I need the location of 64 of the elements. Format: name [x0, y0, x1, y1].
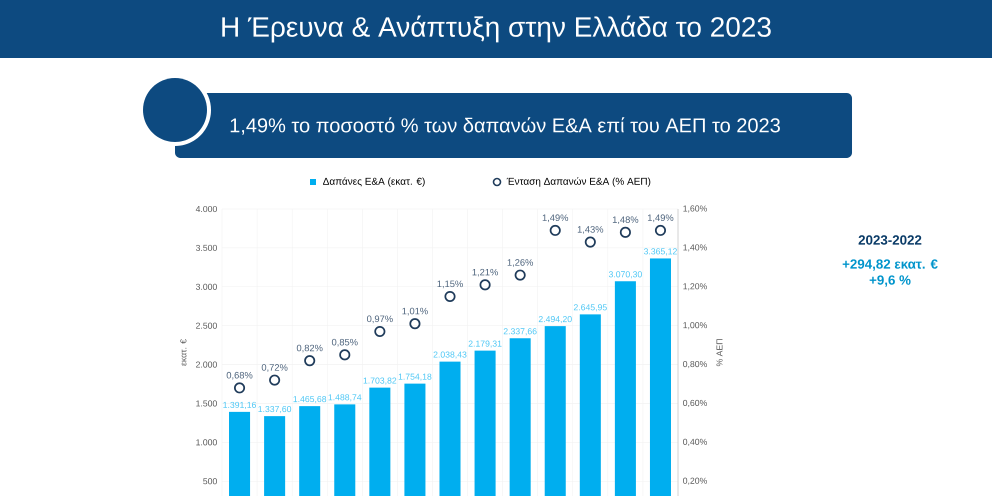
data-label: 0,97% [366, 316, 393, 324]
point [620, 226, 631, 238]
data-label: 0,82% [296, 344, 323, 352]
y-tick-label: 4.000 [196, 206, 217, 212]
y-tick-label: 3.000 [196, 284, 217, 290]
point [269, 374, 280, 386]
point [584, 236, 596, 248]
data-label: 1,48% [612, 216, 638, 224]
data-label: 2.179,31 [468, 340, 502, 348]
data-label: 0,85% [332, 338, 358, 347]
y2-axis-title: % ΑΕΠ [716, 339, 723, 366]
data-label: 1.703,82 [364, 378, 396, 385]
data-label: 1.465,68 [294, 396, 326, 404]
data-label: 1,43% [578, 226, 604, 234]
chart-title: Η Έρευνα & Ανάπτυξη στην Ελλάδα το 2023 [222, 16, 771, 42]
point [654, 224, 666, 236]
data-label: 2.038,43 [434, 351, 466, 359]
data-label: 1.337,60 [258, 406, 292, 414]
text: 2023-2022 [858, 235, 922, 245]
point [514, 270, 526, 281]
point [550, 224, 561, 236]
y-tick-label: 1.000 [196, 439, 217, 446]
chart-subtitle: 1,49% το ποσοστό % των δαπανών Ε&Α επί του ΑΕΠ το 2023 [230, 117, 780, 135]
data-label: 1.754,18 [398, 374, 432, 381]
data-label: 1,01% [402, 308, 428, 316]
y-tick-label: 2.000 [196, 361, 217, 368]
point [444, 290, 456, 302]
y-axis-title: εκατ. € [180, 339, 186, 366]
y-tick-label: 500 [203, 478, 217, 484]
data-label: 1,15% [437, 280, 463, 288]
point [374, 326, 386, 338]
y2-tick-label: 0,80% [683, 360, 707, 368]
data-label: 1,49% [542, 214, 568, 222]
data-label: 0,68% [226, 372, 252, 380]
point [234, 382, 246, 394]
text: +294,82 εκατ. € [842, 259, 938, 271]
text: +9,6 % [870, 275, 911, 287]
data-label: 3.365,12 [644, 248, 677, 256]
data-label: 1.488,74 [328, 394, 362, 402]
point [409, 318, 420, 330]
data-label: 1,21% [472, 268, 498, 277]
legend-label: Δαπάνες Ε&Α (εκατ. €) [323, 177, 425, 187]
y2-tick-label: 1,00% [683, 322, 707, 330]
y2-tick-label: 1,60% [683, 205, 707, 213]
y-tick-label: 3.500 [196, 244, 217, 251]
point [480, 279, 491, 290]
point [304, 355, 316, 366]
y2-tick-label: 0,40% [683, 438, 707, 446]
data-label: 0,72% [262, 364, 288, 372]
data-label: 1,49% [648, 214, 674, 222]
data-label: 1,26% [508, 259, 534, 267]
y2-tick-label: 0,20% [683, 478, 707, 485]
y2-tick-label: 1,40% [683, 244, 707, 252]
y2-tick-label: 1,20% [683, 283, 707, 290]
data-label: 2.337,66 [504, 328, 537, 336]
legend-label: Ένταση Δαπανών Ε&Α (% ΑΕΠ) [506, 177, 650, 187]
data-label: 2.494,20 [538, 316, 572, 324]
data-label: 2.645,95 [574, 304, 607, 312]
y2-tick-label: 0,60% [683, 400, 707, 408]
y-tick-label: 1.500 [196, 400, 217, 407]
data-label: 3.070,30 [608, 271, 642, 278]
point [339, 349, 350, 360]
y-tick-label: 2.500 [196, 322, 217, 329]
data-label: 1.391,16 [223, 402, 256, 409]
